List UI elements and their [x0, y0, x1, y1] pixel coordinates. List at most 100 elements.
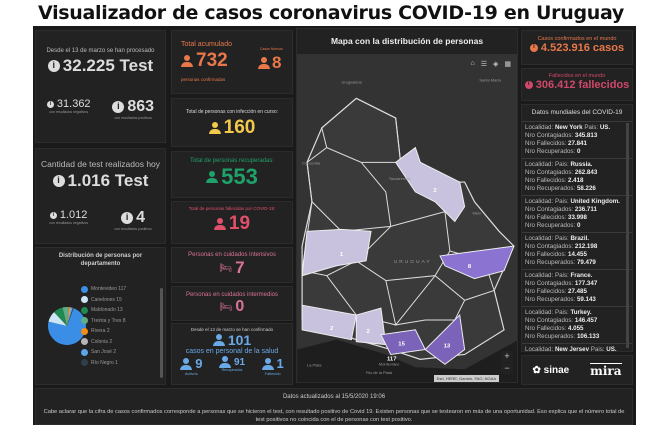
legend-item[interactable]: Maldonado 13 — [81, 305, 126, 316]
person-icon — [212, 334, 225, 346]
new-cases-label: Casos Nuevos — [260, 47, 283, 51]
map-count[interactable]: 13 — [444, 344, 451, 350]
map-place: La Plata — [307, 362, 322, 367]
tests-negative-label: con resultados negativos — [49, 110, 89, 114]
person-icon — [213, 218, 226, 230]
today-negative-label: con resultados negativos — [49, 221, 88, 225]
pie-slice[interactable] — [62, 307, 69, 326]
active-value: 160 — [223, 117, 256, 138]
pie-slice[interactable] — [67, 307, 72, 326]
map-count[interactable]: 2 — [366, 329, 370, 335]
person-icon — [208, 122, 221, 134]
scrollbar[interactable] — [626, 123, 629, 348]
legend-swatch — [81, 327, 88, 335]
list-item[interactable]: Localidad: Pais: Turkey. Nro Contagiados:… — [522, 307, 632, 344]
legend-label: San José 2 — [91, 349, 117, 356]
pie-title: Distribución de personas por departament… — [58, 253, 143, 267]
health-panel: Desde el 13 de marzo se han confirmado 1… — [171, 323, 293, 385]
person-icon — [218, 356, 231, 368]
map-toolbar: ⌂ ☰ ◈ ▦ — [470, 60, 511, 68]
legend-swatch — [81, 306, 88, 314]
icu-label: Personas en cuidados intensivos — [188, 252, 276, 258]
map-place: Tacuarembó — [389, 176, 411, 181]
info-icon: i — [121, 212, 134, 224]
info-icon: i — [529, 44, 538, 52]
list-item[interactable]: Localidad: Pais: United Kingdom. Nro Cont… — [522, 196, 632, 233]
map-count[interactable]: 1 — [340, 252, 344, 258]
legend-label: Maldonado 13 — [91, 307, 123, 314]
map-count[interactable]: 2 — [330, 326, 334, 332]
tests-positive: 863 — [127, 98, 155, 115]
pie-panel: Distribución de personas por departament… — [35, 247, 166, 385]
person-icon — [261, 357, 274, 370]
world-list: Localidad: New York Pais: US. Nro Contagi… — [522, 122, 632, 351]
basemap-icon[interactable]: ▦ — [504, 61, 511, 68]
scrollbar[interactable] — [160, 288, 163, 378]
recovered-panel: Total de personas recuperadas: 553 — [171, 151, 293, 198]
recovered-value: 553 — [221, 164, 258, 189]
pie-slice[interactable] — [54, 307, 67, 326]
legend-item[interactable]: Rivera 2 — [81, 326, 126, 337]
zoom-out-button[interactable]: − — [501, 363, 513, 374]
icu-value: 7 — [235, 258, 245, 277]
new-cases-value: 8 — [272, 53, 282, 72]
legend-swatch — [81, 359, 88, 367]
list-item[interactable]: Localidad: Pais: Russia. Nro Contagiados:… — [522, 159, 632, 196]
pie-slice[interactable] — [67, 307, 73, 326]
list-item[interactable]: Localidad: New Jersey Pais: US. — [522, 344, 632, 351]
intermediate-panel: Personas en cuidados intermedios 🛏 0 — [171, 286, 293, 321]
layers-icon[interactable]: ◈ — [492, 61, 499, 68]
accumulated-value: 732 — [196, 50, 228, 71]
list-icon[interactable]: ☰ — [480, 61, 487, 68]
pie-legend: Montevideo 117 Canelones 15 Maldonado 13 Tr… — [81, 284, 126, 368]
legend-item[interactable]: Treinta y Tres 8 — [81, 316, 126, 327]
bed-icon: 🛏 — [219, 262, 233, 274]
map-place: Uruguaiana — [342, 80, 363, 85]
deceased-value: 19 — [228, 213, 251, 234]
world-deaths-label: Fallecidos en el mundo — [548, 73, 606, 79]
tests-caption: Desde el 13 de marzo se han procesado — [46, 48, 155, 54]
map-panel: Mapa con la distribución de personas 2 1… — [296, 28, 518, 383]
map-count[interactable]: 117 — [387, 356, 397, 362]
info-icon: i — [49, 211, 57, 219]
pie-slice[interactable] — [48, 308, 86, 345]
map-count[interactable]: 8 — [468, 264, 472, 270]
sinae-logo: ✿ sinae — [532, 364, 570, 376]
world-list-title: Datos mundiales del COVID-19 — [522, 105, 632, 122]
list-item[interactable]: Localidad: New York Pais: US. Nro Contagi… — [522, 122, 632, 159]
list-item[interactable]: Localidad: Pais: Brazil. Nro Contagiados:… — [522, 233, 632, 270]
pie-slice[interactable] — [67, 307, 70, 326]
legend-label: Montevideo 117 — [91, 286, 127, 293]
map-place: Montevideo — [379, 361, 400, 366]
bed-icon: 🛏 — [219, 301, 233, 313]
map-count[interactable]: 2 — [433, 188, 437, 194]
active-label: Total de personas con infección en curso… — [186, 109, 278, 115]
health-value: 101 — [227, 332, 252, 348]
legend-label: Colonia 2 — [91, 338, 113, 345]
today-total: 1.016 Test — [67, 171, 149, 190]
world-cases-panel: Casos confirmados en el mundo i 4.523.916… — [521, 30, 633, 65]
accumulated-sub: personas confirmadas — [181, 77, 226, 82]
list-item[interactable]: Localidad: Pais: France. Nro Contagiados:… — [522, 270, 632, 307]
pie-slice[interactable] — [48, 312, 67, 326]
pie-slice[interactable] — [67, 307, 74, 326]
legend-swatch — [81, 338, 88, 346]
home-icon[interactable]: ⌂ — [470, 60, 475, 67]
legend-item[interactable]: Colonia 2 — [81, 337, 126, 348]
today-positive: 4 — [136, 209, 146, 226]
legend-item[interactable]: Canelones 15 — [81, 295, 126, 306]
legend-item[interactable]: Montevideo 117 — [81, 284, 126, 295]
zoom-in-button[interactable]: + — [501, 351, 513, 362]
health-active: 9 — [195, 356, 203, 371]
legend-label: Canelones 15 — [91, 296, 122, 303]
logos-panel: ✿ sinae mira — [521, 355, 633, 385]
legend-swatch — [81, 317, 88, 325]
world-list-panel: Datos mundiales del COVID-19 Localidad: … — [521, 104, 633, 352]
map[interactable]: 2 1 8 2 2 15 13 117 Uruguaiana Santa Mar… — [297, 54, 518, 383]
legend-item[interactable]: San José 2 — [81, 347, 126, 358]
person-icon — [181, 55, 193, 67]
map-count[interactable]: 15 — [398, 342, 405, 348]
health-recovered: 91 — [233, 356, 246, 368]
legend-item[interactable]: Río Negro 1 — [81, 358, 126, 369]
